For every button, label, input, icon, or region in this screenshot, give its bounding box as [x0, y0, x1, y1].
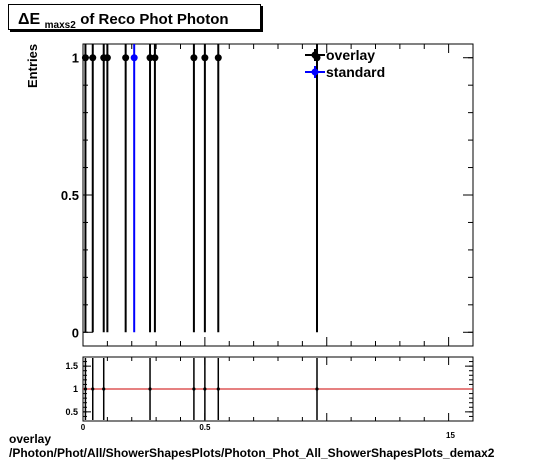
ratio-point: [216, 387, 220, 391]
ratio-x-tick-label: 0.5: [199, 423, 211, 432]
footer-path: /Photon/Phot/All/ShowerShapesPlots/Photo…: [9, 446, 495, 460]
ratio-point: [203, 387, 207, 391]
ratio-point: [91, 387, 95, 391]
ratio-point: [102, 387, 106, 391]
ratio-point: [315, 387, 319, 391]
data-point: [103, 54, 111, 62]
data-point: [214, 54, 222, 62]
data-point: [122, 54, 130, 62]
ratio-y-tick-label: 1: [73, 384, 78, 394]
x-exponent-label: 15: [446, 431, 455, 440]
data-point: [130, 54, 138, 62]
ratio-point: [83, 387, 88, 391]
main-plot-frame: [82, 43, 474, 347]
legend-label: standard: [326, 64, 385, 80]
chart-title: ΔE maxs2 of Reco Phot Photon: [18, 11, 229, 31]
legend-label: overlay: [326, 47, 375, 63]
title-prefix: ΔE: [18, 11, 41, 28]
ratio-point: [192, 387, 196, 391]
data-point: [201, 54, 209, 62]
chart-title-box: ΔE maxs2 of Reco Phot Photon: [8, 4, 261, 31]
y-tick-label: 0.5: [61, 188, 79, 203]
ratio-y-tick-label: 0.5: [65, 407, 78, 417]
y-tick-label: 0: [72, 325, 79, 340]
y-axis-label: Entries: [25, 44, 40, 88]
data-point: [190, 54, 198, 62]
ratio-point: [148, 387, 152, 391]
title-subscript: maxs2: [45, 20, 77, 31]
ratio-x-tick-label: 0: [81, 423, 86, 432]
data-point: [146, 54, 154, 62]
legend-marker: [311, 68, 319, 76]
data-point: [151, 54, 159, 62]
data-point: [81, 54, 89, 62]
ratio-y-tick-label: 1.5: [65, 361, 78, 371]
y-tick-label: 1: [72, 51, 79, 66]
data-point: [89, 54, 97, 62]
legend-marker: [311, 51, 319, 59]
title-rest: of Reco Phot Photon: [80, 11, 228, 28]
ratio-plot: 0.511.50 0.515: [65, 356, 474, 440]
footer-label: overlay: [9, 432, 52, 446]
